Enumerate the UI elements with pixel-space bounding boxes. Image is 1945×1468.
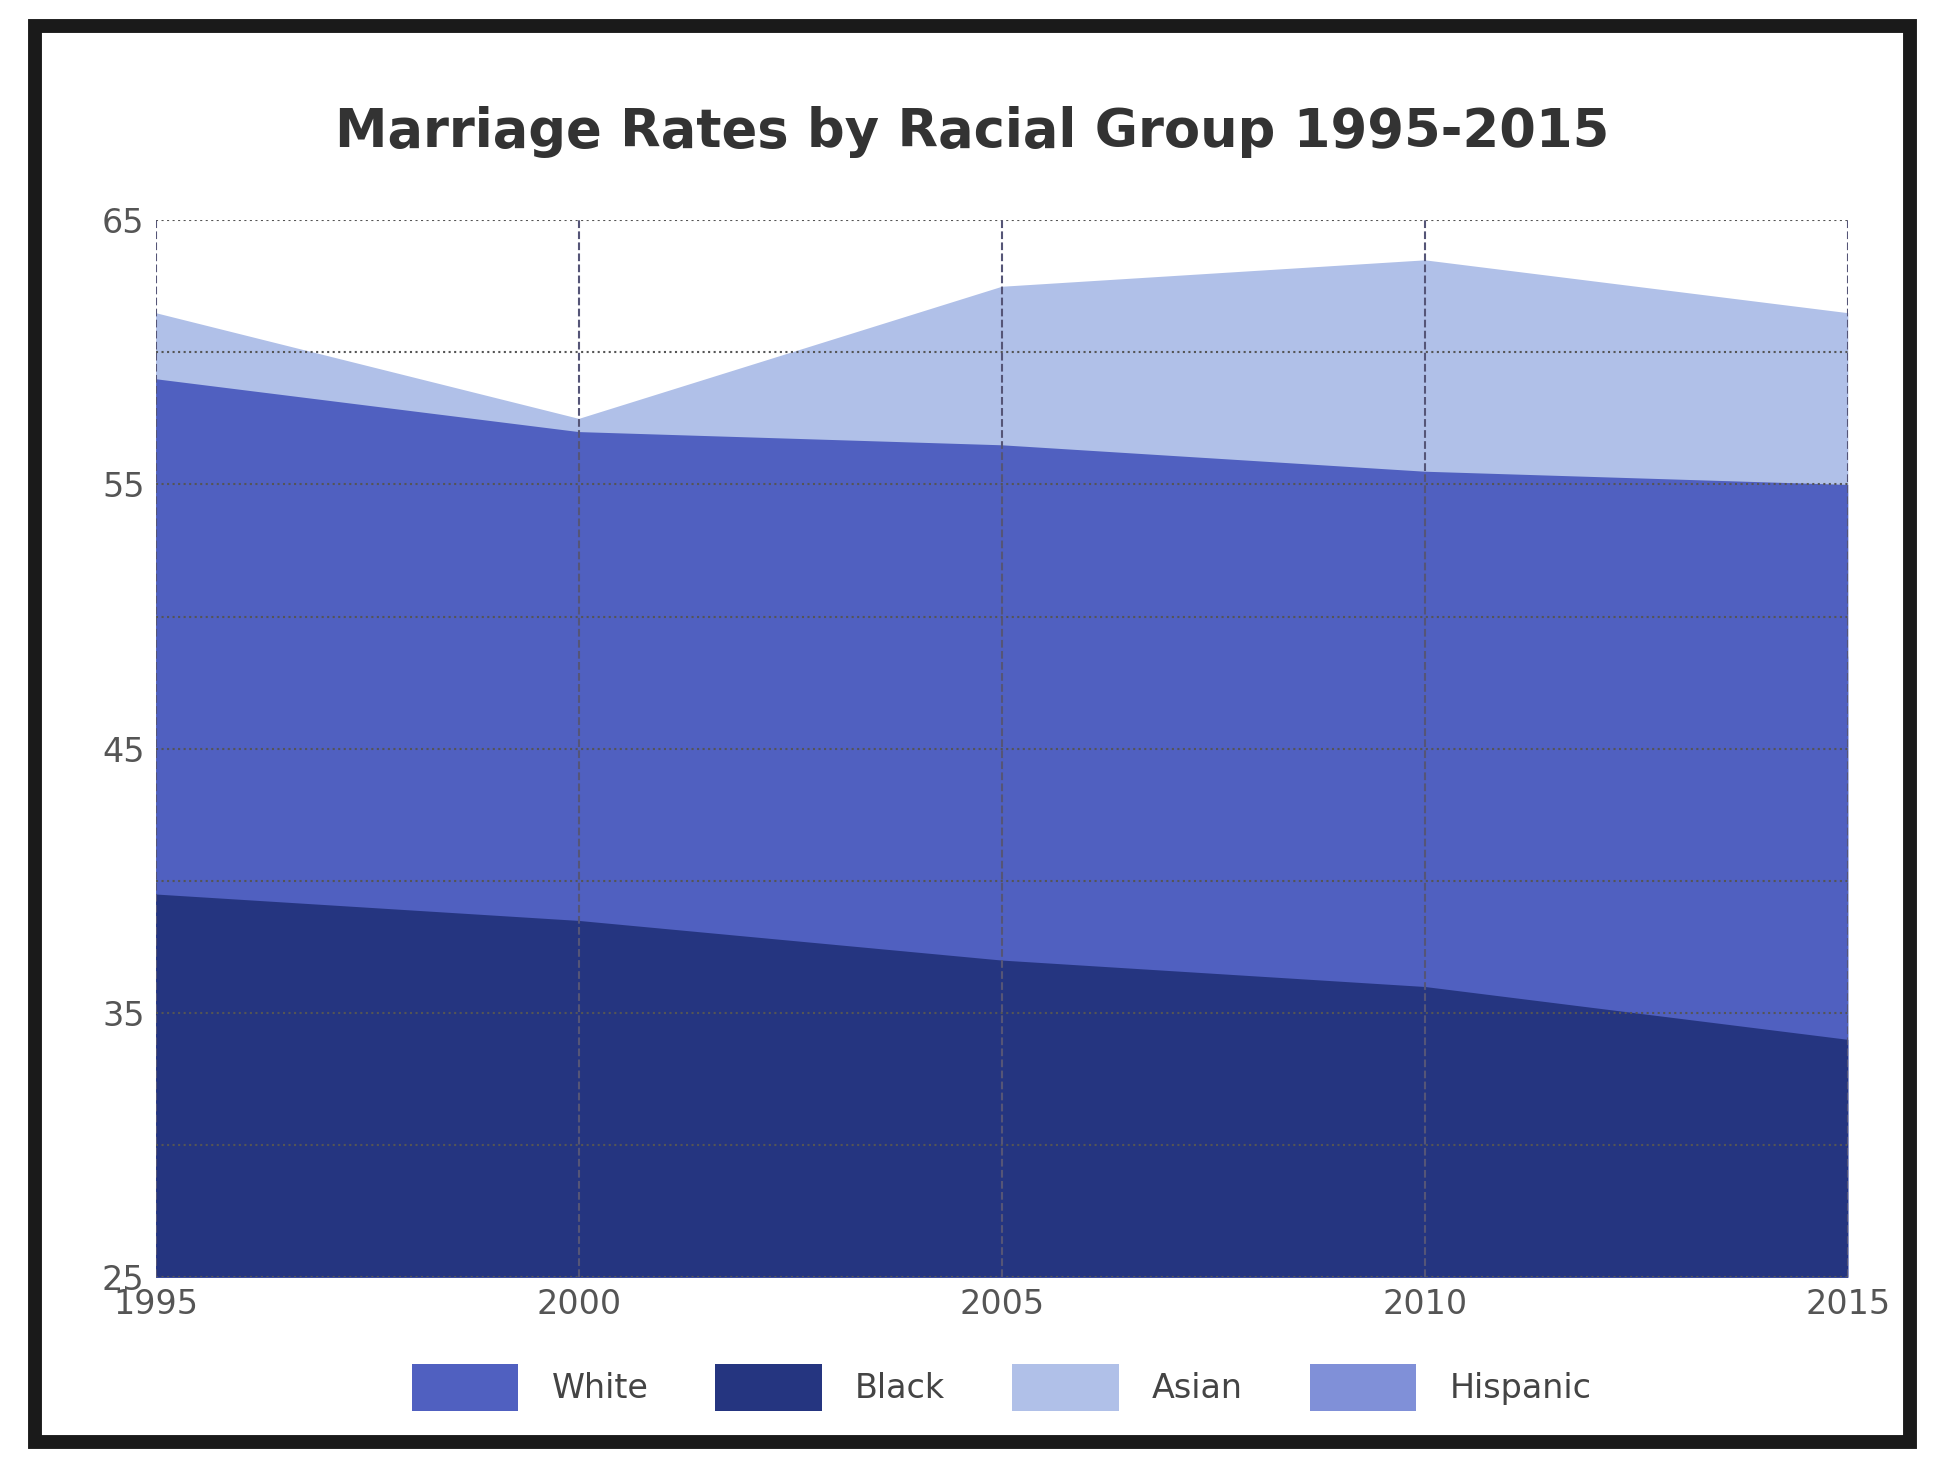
Legend: White, Black, Asian, Hispanic: White, Black, Asian, Hispanic <box>399 1351 1605 1424</box>
Text: Marriage Rates by Racial Group 1995-2015: Marriage Rates by Racial Group 1995-2015 <box>335 106 1610 159</box>
